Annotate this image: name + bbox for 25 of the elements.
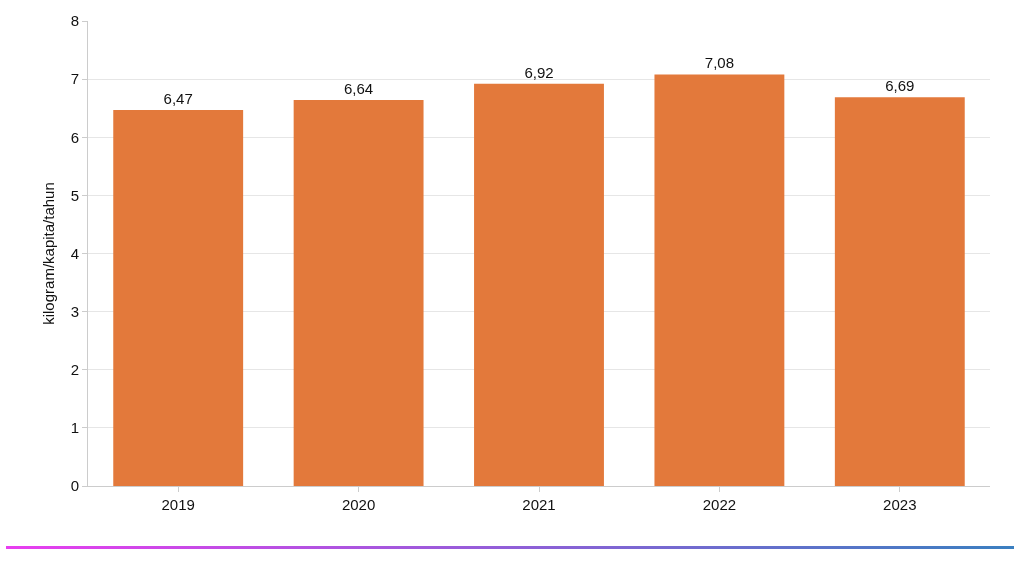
y-tick-label: 5 [70, 186, 79, 204]
x-tick-label: 2020 [341, 496, 376, 513]
x-tick-label: 2019 [161, 496, 195, 513]
bar [293, 100, 424, 486]
y-tick-label: 8 [70, 12, 79, 30]
y-tick-label: 3 [70, 302, 79, 320]
data-label: 6,92 [524, 63, 554, 81]
x-tick-label: 2021 [522, 496, 556, 513]
y-tick-label: 4 [70, 244, 79, 262]
y-tick-label: 2 [70, 361, 79, 378]
bar [113, 109, 244, 486]
y-tick-label: 7 [70, 70, 79, 88]
bar [474, 83, 604, 486]
y-tick-label: 6 [70, 128, 79, 146]
data-label: 6,47 [163, 89, 193, 107]
x-tick-label: 2023 [883, 496, 917, 513]
data-label: 6,69 [885, 77, 915, 95]
y-axis-title: kilogram/kapita/tahun [39, 182, 57, 325]
x-tick-label: 2022 [702, 496, 737, 513]
y-tick-label: 0 [70, 477, 79, 495]
data-label: 6,64 [344, 80, 374, 98]
y-tick-label: 1 [70, 419, 79, 437]
bar [654, 74, 785, 486]
data-label: 7,08 [704, 54, 734, 72]
bar [834, 97, 965, 486]
